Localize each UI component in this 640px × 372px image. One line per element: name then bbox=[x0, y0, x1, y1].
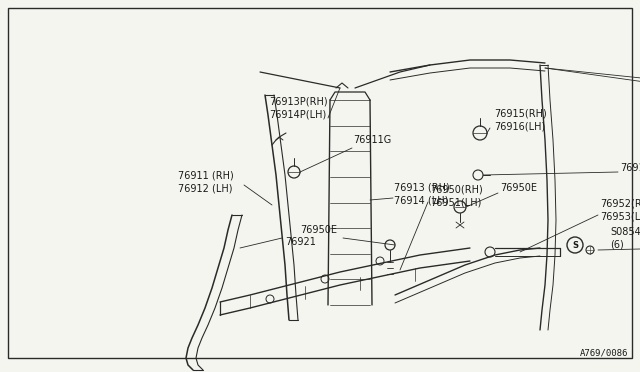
Text: S: S bbox=[572, 241, 578, 250]
Text: 76950E: 76950E bbox=[300, 225, 337, 235]
Text: 76911G: 76911G bbox=[353, 135, 391, 145]
Text: 76950E: 76950E bbox=[500, 183, 537, 193]
Text: 76911 (RH)
76912 (LH): 76911 (RH) 76912 (LH) bbox=[178, 171, 234, 193]
Text: 76952(RH)
76953(LH): 76952(RH) 76953(LH) bbox=[600, 199, 640, 221]
Text: 76913 (RH)
76914 (LH): 76913 (RH) 76914 (LH) bbox=[394, 183, 450, 205]
Text: 76913G: 76913G bbox=[620, 163, 640, 173]
Text: A769/0086: A769/0086 bbox=[580, 349, 628, 358]
Circle shape bbox=[567, 237, 583, 253]
Text: S08540-51612
(6): S08540-51612 (6) bbox=[610, 227, 640, 249]
Text: 76915(RH)
76916(LH): 76915(RH) 76916(LH) bbox=[494, 109, 547, 131]
Text: 76950(RH)
76951(LH): 76950(RH) 76951(LH) bbox=[430, 185, 483, 207]
Text: 76921: 76921 bbox=[285, 237, 316, 247]
Text: 76913P(RH)
76914P(LH): 76913P(RH) 76914P(LH) bbox=[269, 97, 328, 119]
